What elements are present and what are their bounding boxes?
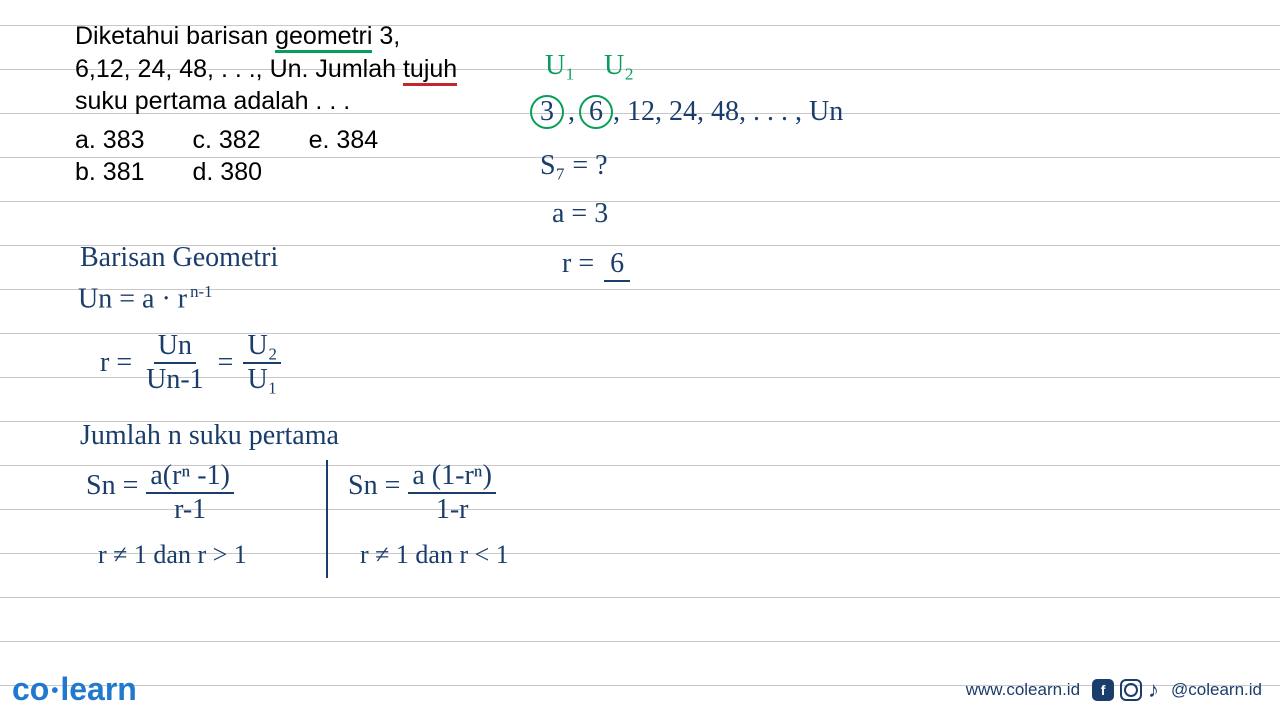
question-line-1: Diketahui barisan geometri 3, <box>75 20 505 53</box>
question-line-3: suku pertama adalah . . . <box>75 85 505 118</box>
hw-comma: , <box>564 96 579 128</box>
hw-sn2-frac: a (1-rⁿ) 1-r <box>408 460 496 526</box>
hw-sn2: Sn = a (1-rⁿ) 1-r <box>348 460 496 526</box>
hw-s7: S₇ = ? <box>540 150 608 182</box>
hw-u2: U₂ <box>604 50 634 82</box>
hw-sn1-frac: a(rⁿ -1) r-1 <box>146 460 234 526</box>
social-handle: @colearn.id <box>1171 680 1262 700</box>
options-row-1: a. 383 c. 382 e. 384 <box>75 124 505 157</box>
hw-un-formula: Un = a · rn-1 <box>78 282 212 315</box>
option-b: b. 381 <box>75 156 145 189</box>
q-underline-geometri: geometri <box>275 22 372 53</box>
hw-a-eq: a = 3 <box>552 198 608 230</box>
logo-co: co <box>12 671 49 707</box>
logo-learn: learn <box>60 671 136 707</box>
tiktok-icon[interactable]: ♪ <box>1148 677 1159 703</box>
instagram-icon[interactable] <box>1120 679 1142 701</box>
hw-sn1-cond: r ≠ 1 dan r > 1 <box>98 540 247 570</box>
q-text: Diketahui barisan <box>75 22 275 50</box>
hw-sn1: Sn = a(rⁿ -1) r-1 <box>86 460 234 526</box>
logo-dot: • <box>49 680 60 702</box>
footer: co•learn www.colearn.id f ♪ @colearn.id <box>0 671 1280 708</box>
option-d: d. 380 <box>193 156 263 189</box>
hw-sn2-left: Sn = <box>348 460 400 502</box>
facebook-icon[interactable]: f <box>1092 679 1114 701</box>
question-block: Diketahui barisan geometri 3, 6,12, 24, … <box>75 20 505 189</box>
hw-sn2-cond: r ≠ 1 dan r < 1 <box>360 540 509 570</box>
q-text: 3, <box>372 22 400 50</box>
options-row-2: b. 381 d. 380 <box>75 156 505 189</box>
footer-right: www.colearn.id f ♪ @colearn.id <box>966 677 1262 703</box>
hw-r-eq: r = 6 <box>562 248 630 282</box>
hw-frac-u2u1: U₂ U₁ <box>243 330 281 396</box>
option-a: a. 383 <box>75 124 145 157</box>
hw-circled-6: 6 <box>579 95 613 129</box>
hw-circled-3: 3 <box>530 95 564 129</box>
hw-jumlah: Jumlah n suku pertama <box>80 420 339 452</box>
question-line-2: 6,12, 24, 48, . . ., Un. Jumlah tujuh <box>75 53 505 86</box>
hw-divider <box>326 460 328 578</box>
hw-eq-mid: = <box>218 347 234 379</box>
hw-u1: U₁ <box>545 50 575 82</box>
social-icons: f ♪ <box>1092 677 1159 703</box>
options-block: a. 383 c. 382 e. 384 b. 381 d. 380 <box>75 124 505 189</box>
hw-r-left: r = <box>562 248 594 280</box>
logo: co•learn <box>12 671 137 708</box>
hw-sequence: 3 , 6 , 12, 24, 48, . . . , Un <box>530 95 843 129</box>
q-underline-tujuh: tujuh <box>403 55 457 86</box>
hw-r-left2: r = <box>100 347 132 379</box>
hw-r-formula: r = Un Un-1 = U₂ U₁ <box>100 330 281 396</box>
hw-frac-un: Un Un-1 <box>142 330 208 396</box>
hw-title: Barisan Geometri <box>80 242 278 274</box>
hw-seq-rest: , 12, 24, 48, . . . , Un <box>613 96 843 128</box>
q-text: 6,12, 24, 48, . . ., Un. Jumlah <box>75 55 403 83</box>
website-link[interactable]: www.colearn.id <box>966 680 1080 700</box>
option-c: c. 382 <box>193 124 261 157</box>
hw-sn1-left: Sn = <box>86 460 138 502</box>
hw-r-numerator: 6 <box>604 248 630 282</box>
option-e: e. 384 <box>309 124 379 157</box>
